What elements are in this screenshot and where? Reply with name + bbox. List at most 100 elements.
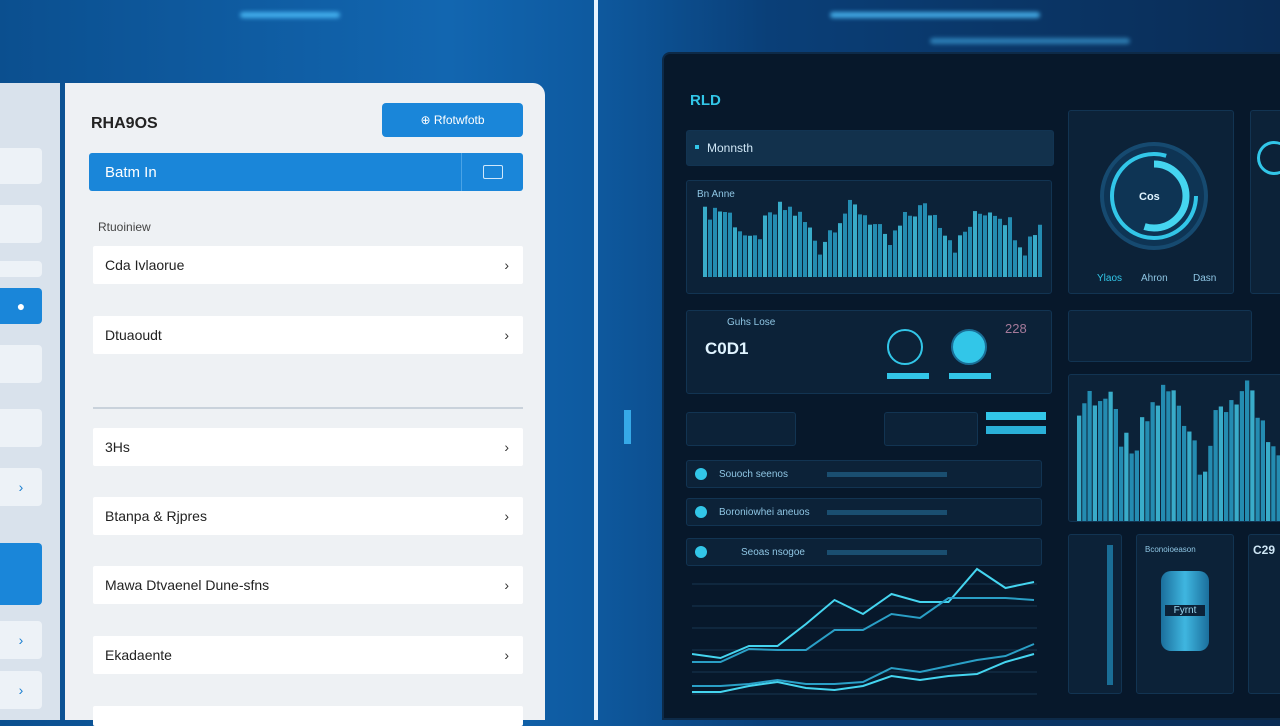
- chevron-right-icon: ›: [504, 257, 509, 273]
- bar: [813, 241, 817, 277]
- side-tab[interactable]: ›: [0, 468, 42, 506]
- bar: [873, 224, 877, 277]
- corner-value: C29: [1253, 543, 1275, 557]
- side-tab[interactable]: [0, 148, 42, 184]
- bar: [893, 230, 897, 277]
- side-tab[interactable]: [0, 261, 42, 277]
- bar: [718, 211, 722, 277]
- card-icon[interactable]: [461, 153, 523, 191]
- status-row[interactable]: Seoas nsogoe: [686, 538, 1042, 566]
- gauge-label: Ylaos: [1097, 273, 1122, 284]
- stat-tile: [884, 412, 978, 446]
- bar: [1124, 433, 1128, 521]
- side-tab-active[interactable]: [0, 543, 42, 605]
- side-tab[interactable]: [0, 409, 42, 447]
- section-label: Rtuoiniew: [98, 220, 151, 234]
- side-tab[interactable]: ›: [0, 671, 42, 709]
- status-icon: [695, 468, 707, 480]
- selected-item[interactable]: Batm In: [89, 153, 523, 191]
- selected-item-label: Batm In: [105, 164, 157, 181]
- side-value: 228: [1005, 321, 1027, 336]
- divider: [93, 407, 523, 409]
- bar: [1193, 440, 1197, 521]
- panel-title: RHA9OS: [91, 115, 158, 133]
- bar: [1028, 236, 1032, 277]
- list-item[interactable]: Mawa Dtvaenel Dune-sfns›: [93, 566, 523, 604]
- status-row[interactable]: Boroniowhei aneuos: [686, 498, 1042, 526]
- list-item[interactable]: 3Hs›: [93, 428, 523, 466]
- bar: [798, 212, 802, 277]
- globe-icon: [951, 329, 987, 365]
- divider-line: [594, 0, 598, 720]
- metric-label: Guhs Lose: [727, 317, 775, 328]
- side-tab[interactable]: [0, 345, 42, 383]
- bar: [793, 216, 797, 277]
- bar-chart: [1077, 375, 1280, 521]
- bar: [783, 210, 787, 277]
- bar: [1109, 392, 1113, 521]
- bar: [818, 255, 822, 277]
- bar: [1103, 399, 1107, 521]
- bar: [1003, 225, 1007, 277]
- side-tab[interactable]: ›: [0, 621, 42, 659]
- bar: [733, 227, 737, 277]
- bar: [968, 227, 972, 277]
- bar: [708, 220, 712, 277]
- bullet-icon: [695, 145, 699, 149]
- bar: [883, 234, 887, 277]
- list-item[interactable]: Cda Ivlaorue›: [93, 246, 523, 284]
- bar: [973, 211, 977, 277]
- bar: [878, 224, 882, 277]
- list-item[interactable]: Btanpa & Rjpres›: [93, 497, 523, 535]
- side-tab-active[interactable]: ●: [0, 288, 42, 324]
- bar: [1219, 406, 1223, 521]
- bar: [1013, 240, 1017, 277]
- light-streak: [930, 38, 1130, 44]
- row-bar: [827, 510, 947, 515]
- indicator: [624, 410, 631, 444]
- metric-panel: Guhs Lose C0D1 228: [686, 310, 1052, 394]
- bar: [933, 215, 937, 277]
- list-item[interactable]: Dtuaoudt›: [93, 316, 523, 354]
- side-tab[interactable]: [0, 205, 42, 243]
- bar: [1235, 405, 1239, 521]
- bar: [923, 203, 927, 277]
- bar: [888, 245, 892, 277]
- bar: [963, 232, 967, 277]
- bar: [713, 208, 717, 277]
- bar: [1277, 455, 1280, 521]
- bar: [983, 215, 987, 277]
- bar: [1033, 235, 1037, 277]
- chevron-right-icon: ›: [504, 327, 509, 343]
- bar: [728, 213, 732, 277]
- bar: [858, 214, 862, 277]
- row-label: Seoas nsogoe: [741, 547, 805, 558]
- action-button[interactable]: ⊕ Rfotwfotb: [382, 103, 523, 137]
- bar: [943, 236, 947, 277]
- bar: [988, 212, 992, 277]
- list-item[interactable]: Ekadaente›: [93, 636, 523, 674]
- header-bar: Monnsth: [686, 130, 1054, 166]
- list-item[interactable]: [93, 706, 523, 726]
- header-bar-label: Monnsth: [707, 141, 753, 155]
- bar: [833, 232, 837, 277]
- bar: [843, 214, 847, 277]
- bar: [913, 216, 917, 277]
- bar: [868, 225, 872, 277]
- status-row[interactable]: Souoch seenos: [686, 460, 1042, 488]
- light-streak: [240, 12, 340, 18]
- row-bar: [827, 472, 947, 477]
- bar: [1135, 451, 1139, 521]
- bar: [1088, 391, 1092, 521]
- bar: [1114, 409, 1118, 521]
- bar: [1224, 412, 1228, 521]
- status-icon: [695, 546, 707, 558]
- chevron-right-icon: ›: [504, 647, 509, 663]
- bar: [1256, 418, 1260, 521]
- bar: [953, 253, 957, 277]
- bar: [928, 215, 932, 277]
- bar: [1245, 380, 1249, 521]
- bar: [1008, 217, 1012, 277]
- bar: [723, 212, 727, 277]
- bar: [763, 215, 767, 277]
